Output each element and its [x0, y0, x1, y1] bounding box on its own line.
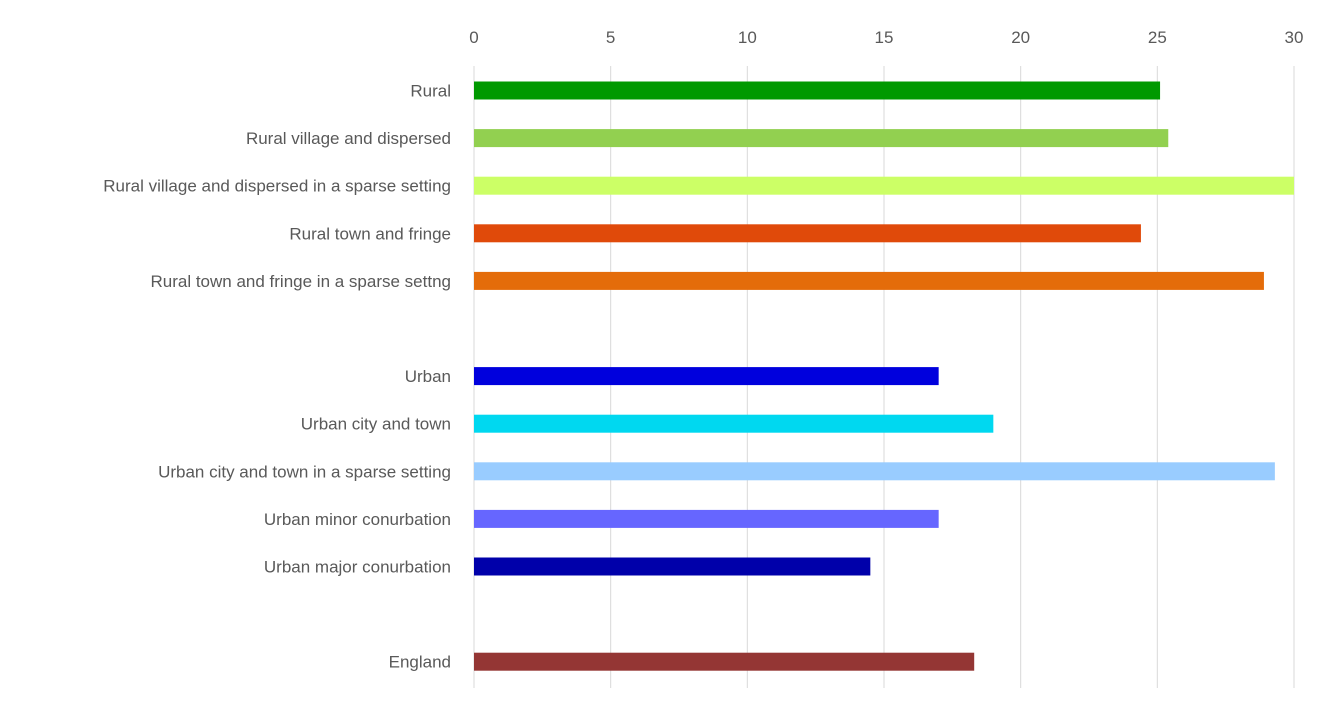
bar — [474, 224, 1141, 243]
category-label: Rural town and fringe in a sparse settng — [150, 272, 451, 291]
x-tick-label: 5 — [606, 28, 615, 47]
bar — [474, 509, 939, 528]
x-tick-label: 15 — [875, 28, 894, 47]
bar — [474, 557, 871, 576]
category-label: Urban minor conurbation — [264, 510, 451, 529]
category-label: Rural — [410, 82, 451, 101]
bar — [474, 414, 994, 433]
bar — [474, 367, 939, 386]
bar — [474, 129, 1169, 148]
x-tick-label: 0 — [469, 28, 478, 47]
category-label: Urban city and town — [301, 415, 451, 434]
category-label: Urban city and town in a sparse setting — [158, 462, 451, 481]
category-labels: Rural Rural village and dispersed Rural vi… — [103, 82, 451, 672]
bar — [474, 271, 1264, 290]
bars — [474, 81, 1294, 671]
x-tick-label: 20 — [1011, 28, 1030, 47]
x-tick-label: 30 — [1285, 28, 1304, 47]
x-tick-label: 10 — [738, 28, 757, 47]
bar — [474, 81, 1161, 100]
x-axis-ticks: 0 5 10 15 20 25 30 — [469, 28, 1303, 47]
bar — [474, 462, 1275, 481]
category-label: Urban major conurbation — [264, 558, 451, 577]
bar — [474, 176, 1294, 195]
category-label: England — [389, 653, 451, 672]
x-tick-label: 25 — [1148, 28, 1167, 47]
category-label: Rural village and dispersed in a sparse … — [103, 177, 451, 196]
category-label: Urban — [405, 367, 451, 386]
category-label: Rural village and dispersed — [246, 129, 451, 148]
category-label: Rural town and fringe — [289, 224, 451, 243]
bar — [474, 652, 975, 671]
